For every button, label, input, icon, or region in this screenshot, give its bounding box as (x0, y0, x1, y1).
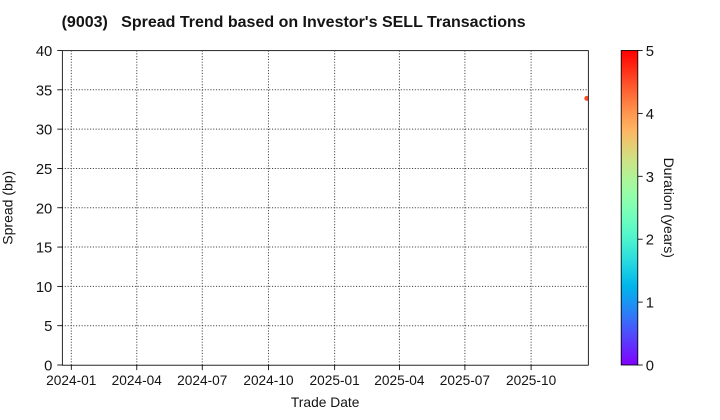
svg-text:4: 4 (646, 107, 654, 123)
svg-text:2024-01: 2024-01 (46, 373, 96, 388)
svg-text:Trade Date: Trade Date (291, 395, 360, 410)
svg-text:Spread (bp): Spread (bp) (0, 171, 16, 245)
svg-text:0: 0 (44, 359, 52, 375)
svg-text:2024-04: 2024-04 (112, 373, 163, 388)
svg-text:30: 30 (36, 123, 52, 139)
svg-text:5: 5 (646, 44, 654, 60)
svg-text:2025-04: 2025-04 (374, 373, 425, 388)
svg-text:3: 3 (646, 170, 654, 186)
svg-text:15: 15 (36, 241, 52, 257)
svg-text:40: 40 (36, 44, 52, 60)
svg-text:Duration (years): Duration (years) (661, 158, 677, 258)
svg-text:2025-07: 2025-07 (440, 373, 490, 388)
svg-text:5: 5 (44, 319, 52, 335)
svg-text:(9003) Spread Trend based on: (9003) Spread Trend based on Investor's … (62, 14, 526, 31)
svg-text:25: 25 (36, 162, 52, 178)
svg-text:2025-01: 2025-01 (310, 373, 360, 388)
svg-text:2024-07: 2024-07 (177, 373, 227, 388)
svg-text:35: 35 (36, 83, 52, 99)
svg-text:2025-10: 2025-10 (506, 373, 557, 388)
svg-text:2024-10: 2024-10 (243, 373, 294, 388)
svg-text:2: 2 (646, 233, 654, 249)
svg-text:1: 1 (646, 296, 654, 312)
svg-text:10: 10 (36, 280, 52, 296)
svg-text:20: 20 (36, 201, 52, 217)
svg-text:0: 0 (646, 359, 654, 375)
